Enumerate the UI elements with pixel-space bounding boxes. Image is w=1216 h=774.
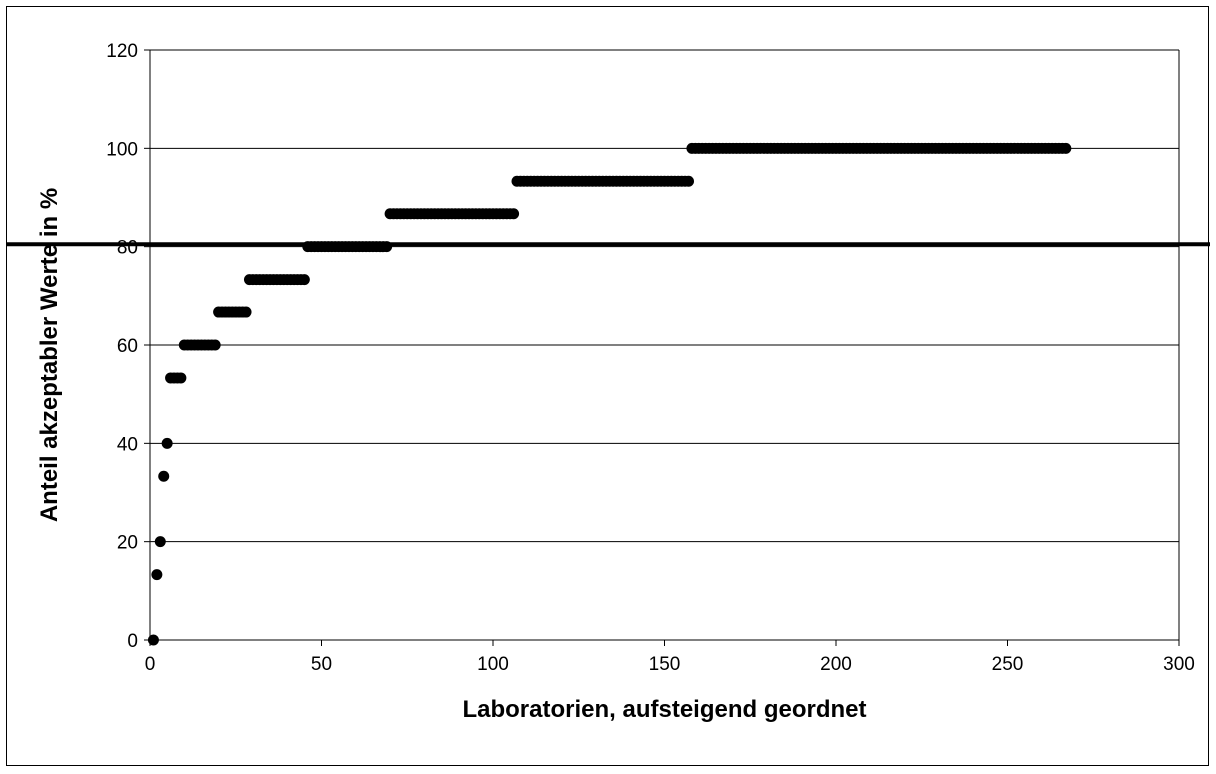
data-point: [154, 536, 166, 548]
y-tick-label: 120: [106, 41, 138, 62]
data-point: [209, 339, 221, 351]
data-point: [298, 274, 310, 286]
x-tick-label: 300: [1163, 654, 1195, 675]
data-point: [158, 470, 170, 482]
y-tick-label: 0: [127, 631, 138, 652]
data-point: [1060, 142, 1072, 154]
y-tick-labels: 0 20 40 60 80 100 120: [106, 41, 138, 652]
data-point: [147, 634, 159, 646]
axes: [144, 49, 1180, 646]
data-point: [508, 208, 520, 220]
x-tick-label: 100: [477, 654, 509, 675]
y-tick-label: 80: [117, 238, 138, 259]
x-tick-label: 50: [311, 654, 332, 675]
data-point: [161, 437, 173, 449]
x-axis-label: Laboratorien, aufsteigend geordnet: [462, 696, 866, 723]
x-tick-label: 200: [820, 654, 852, 675]
data-point: [151, 569, 163, 581]
x-tick-label: 250: [992, 654, 1024, 675]
gridlines: [150, 49, 1179, 543]
chart-frame: 0 20 40 60 80 100 120 0 50 100 150 200 250 300 Labor…: [6, 6, 1210, 766]
data-point: [683, 175, 695, 187]
y-tick-label: 20: [117, 533, 138, 554]
data-points: [147, 142, 1072, 646]
x-tick-labels: 0 50 100 150 200 250 300: [145, 654, 1195, 675]
y-tick-label: 40: [117, 434, 138, 455]
x-tick-label: 150: [649, 654, 681, 675]
x-tick-label: 0: [145, 654, 156, 675]
scatter-chart: 0 20 40 60 80 100 120 0 50 100 150 200 250 300 Labor…: [7, 41, 1210, 723]
data-point: [240, 306, 252, 318]
data-point: [175, 372, 187, 384]
y-tick-label: 60: [117, 336, 138, 357]
y-tick-label: 100: [106, 139, 138, 160]
y-axis-label: Anteil akzeptabler Werte in %: [36, 188, 63, 522]
